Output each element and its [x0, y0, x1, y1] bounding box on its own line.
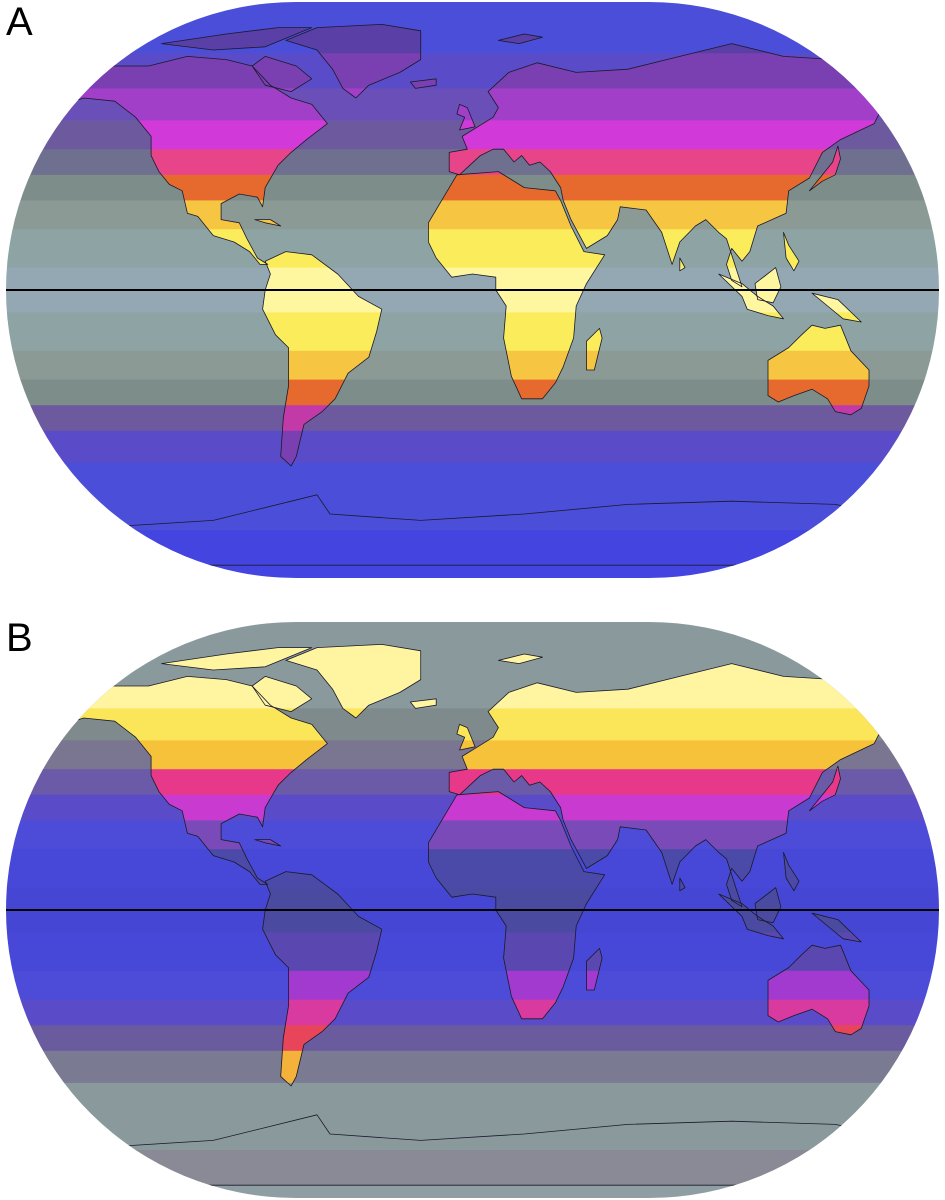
coastlines	[6, 643, 939, 1186]
map-canvas	[6, 2, 939, 578]
coastline-svalbard	[497, 653, 543, 664]
land-band	[6, 740, 939, 770]
coastline-svalbard	[497, 33, 543, 44]
coastline-africa	[427, 791, 606, 1020]
land-band	[6, 120, 939, 150]
coastline-cuba	[254, 839, 282, 847]
coastline-indonesia	[718, 273, 784, 320]
coastline-cuba	[254, 219, 282, 227]
world-map-b	[6, 622, 939, 1198]
coastline-indonesia	[718, 893, 784, 940]
coastline-baffin	[251, 56, 313, 92]
coastline-japan	[809, 765, 841, 812]
map-canvas	[6, 622, 939, 1198]
coastline-philippines	[783, 231, 800, 272]
coastline-arctic-islands	[161, 27, 313, 51]
coastline-antarctica	[6, 494, 939, 566]
coastline-north-america	[36, 676, 328, 885]
coastline-borneo	[754, 267, 782, 304]
coastline-south-america	[262, 871, 383, 1087]
world-map-a	[6, 2, 939, 578]
coastlines	[6, 23, 939, 566]
coastline-madagascar	[586, 327, 603, 371]
coastline-arctic-islands	[161, 647, 313, 671]
coastline-eurasia	[448, 663, 927, 908]
coastline-madagascar	[586, 947, 603, 991]
ocean-band	[6, 1050, 939, 1084]
coastline-south-america	[262, 251, 383, 467]
coastline-antarctica	[6, 1114, 939, 1186]
ocean-band	[6, 405, 939, 432]
ocean-band	[6, 2, 939, 54]
ocean-band	[6, 1025, 939, 1052]
coastline-uk	[456, 724, 476, 751]
coastline-japan	[809, 145, 841, 192]
coastline-australia	[767, 944, 870, 1036]
coastline-borneo	[754, 887, 782, 924]
coastline-australia	[767, 324, 870, 416]
panel-label-b: B	[6, 616, 33, 660]
coastline-new-guinea	[811, 292, 862, 323]
ocean-band	[6, 430, 939, 464]
coastline-iceland	[409, 698, 437, 709]
coastline-africa	[427, 171, 606, 400]
ocean-band	[6, 622, 939, 674]
coastline-iceland	[409, 78, 437, 89]
coastline-sri-lanka	[679, 877, 686, 892]
coastline-sri-lanka	[679, 257, 686, 272]
coastline-uk	[456, 104, 476, 131]
coastline-greenland	[285, 643, 422, 719]
coastline-north-america	[36, 56, 328, 265]
coastline-eurasia	[448, 43, 927, 288]
panel-label-a: A	[6, 0, 33, 44]
coastline-new-guinea	[811, 912, 862, 943]
coastline-philippines	[783, 851, 800, 892]
coastline-baffin	[251, 676, 313, 712]
coastline-greenland	[285, 23, 422, 99]
